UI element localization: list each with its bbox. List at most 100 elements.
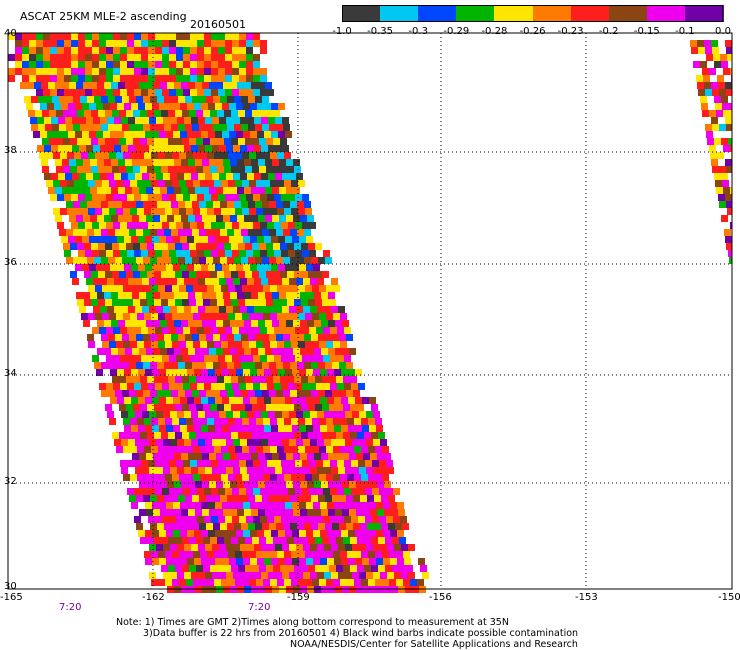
swath-cell (78, 33, 85, 40)
swath-cell (276, 523, 283, 530)
swath-cell (342, 481, 349, 488)
swath-cell (318, 495, 325, 502)
swath-cell (322, 404, 329, 411)
swath-cell (266, 271, 273, 278)
swath-cell (200, 152, 207, 159)
swath-cell (300, 348, 307, 355)
swath-cell (362, 558, 369, 565)
swath-cell (249, 551, 256, 558)
swath-cell (319, 474, 326, 481)
swath-cell (240, 173, 247, 180)
swath-cell (106, 222, 113, 229)
swath-cell (163, 467, 170, 474)
swath-cell (138, 425, 145, 432)
swath-cell (182, 376, 189, 383)
swath-cell (339, 362, 346, 369)
swath-cell (183, 516, 190, 523)
swath-cell (141, 89, 148, 96)
swath-cell (293, 320, 300, 327)
swath-cell (291, 446, 298, 453)
swath-cell (144, 446, 151, 453)
swath-cell (185, 390, 192, 397)
swath-cell (208, 236, 215, 243)
swath-cell (326, 474, 333, 481)
swath-cell (22, 61, 29, 68)
swath-cell (246, 33, 253, 40)
swath-cell (134, 33, 141, 40)
swath-cell (191, 411, 198, 418)
swath-cell (173, 103, 180, 110)
swath-cell (184, 572, 191, 579)
swath-cell (57, 61, 64, 68)
swath-cell (236, 264, 243, 271)
swath-cell (206, 124, 213, 131)
swath-cell (125, 292, 132, 299)
swath-cell (383, 502, 390, 509)
swath-cell (55, 215, 62, 222)
swath-cell (361, 418, 368, 425)
swath-cell (169, 250, 176, 257)
swath-cell (714, 173, 721, 180)
swath-cell (85, 68, 92, 75)
swath-cell (180, 558, 187, 565)
swath-cell (298, 285, 305, 292)
swath-cell (141, 460, 148, 467)
swath-cell (386, 460, 393, 467)
swath-cell (289, 173, 296, 180)
swath-cell (396, 551, 403, 558)
swath-cell (208, 502, 215, 509)
swath-cell (231, 110, 238, 117)
swath-cell (348, 425, 355, 432)
swath-cell (111, 320, 118, 327)
swath-cell (145, 558, 152, 565)
swath-cell (336, 404, 343, 411)
swath-cell (218, 89, 225, 96)
swath-cell (319, 341, 326, 348)
swath-cell (269, 229, 276, 236)
swath-cell (147, 404, 154, 411)
swath-cell (261, 544, 268, 551)
swath-cell (199, 362, 206, 369)
swath-cell (40, 131, 47, 138)
swath-cell (270, 285, 277, 292)
swath-cell (281, 383, 288, 390)
swath-cell (228, 551, 235, 558)
swath-cell (241, 362, 248, 369)
swath-cell (399, 537, 406, 544)
swath-cell (389, 551, 396, 558)
swath-cell (99, 61, 106, 68)
swath-cell (181, 453, 188, 460)
swath-cell (163, 306, 170, 313)
swath-cell (54, 103, 61, 110)
swath-cell (382, 446, 389, 453)
swath-cell (723, 68, 730, 75)
swath-cell (264, 131, 271, 138)
swath-cell (209, 348, 216, 355)
swath-cell (87, 334, 94, 341)
swath-cell (281, 488, 288, 495)
swath-cell (176, 33, 183, 40)
swath-cell (139, 215, 146, 222)
swath-cell (101, 390, 108, 397)
colorbar-segment (494, 5, 534, 22)
swath-cell (172, 180, 179, 187)
swath-cell (204, 75, 211, 82)
swath-cell (95, 180, 102, 187)
swath-cell (130, 474, 137, 481)
swath-cell (212, 173, 219, 180)
swath-cell (272, 320, 279, 327)
swath-cell (202, 82, 209, 89)
swath-cell (164, 334, 171, 341)
swath-cell (170, 439, 177, 446)
swath-cell (83, 82, 90, 89)
swath-cell (116, 285, 123, 292)
swath-cell (92, 61, 99, 68)
swath-cell (273, 565, 280, 572)
swath-cell (159, 369, 166, 376)
swath-cell (215, 131, 222, 138)
swath-cell (169, 61, 176, 68)
swath-cell (286, 215, 293, 222)
swath-cell (148, 89, 155, 96)
swath-cell (339, 495, 346, 502)
swath-cell (304, 495, 311, 502)
